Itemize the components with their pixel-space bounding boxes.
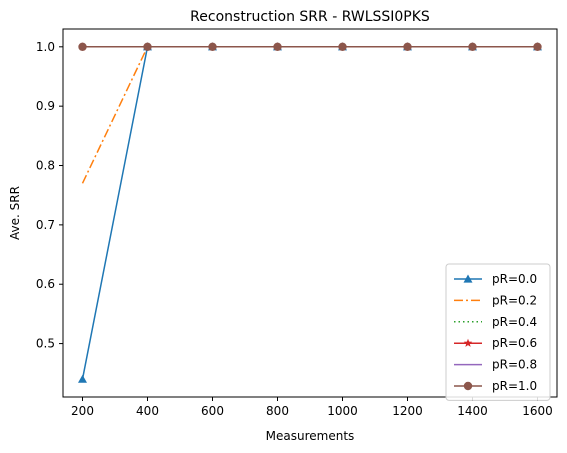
x-tick-label: 200: [71, 404, 94, 418]
y-tick-label: 0.7: [36, 218, 55, 232]
x-tick-label: 1200: [392, 404, 423, 418]
legend-item: pR=0.8: [454, 358, 537, 372]
data-point: [468, 42, 477, 52]
data-point: [143, 42, 152, 52]
plot-area: [78, 42, 542, 383]
y-tick-label: 0.9: [36, 99, 55, 113]
y-tick-label: 0.8: [36, 159, 55, 173]
legend-item: pR=1.0: [454, 379, 537, 393]
series-line: [81, 46, 538, 184]
legend-label: pR=1.0: [492, 379, 537, 393]
x-tick-label: 800: [266, 404, 289, 418]
y-axis-label: Ave. SRR: [8, 186, 22, 240]
legend-label: pR=0.4: [492, 315, 537, 329]
x-axis-ticks: 200 400 600 800 1000 1200 1400 1600: [71, 397, 553, 418]
legend-item: pR=0.0: [454, 272, 537, 286]
legend-label: pR=0.0: [492, 272, 537, 286]
x-tick-label: 1000: [327, 404, 358, 418]
x-tick-label: 1400: [457, 404, 488, 418]
data-point: [208, 42, 217, 52]
series-pR=1.0: [78, 42, 542, 52]
data-point: [533, 42, 542, 52]
legend-item: pR=0.6: [454, 336, 537, 350]
series-pR=0.2: [81, 46, 538, 184]
legend-item: pR=0.4: [454, 315, 537, 329]
legend-label: pR=0.2: [492, 293, 537, 307]
plot-frame: [62, 28, 558, 398]
chart-title: Reconstruction SRR - RWLSSI0PKS: [190, 9, 430, 25]
legend-marker: [463, 338, 473, 347]
y-axis-ticks: 0.5 0.6 0.7 0.8 0.9 1.0: [36, 40, 63, 351]
y-tick-label: 0.5: [36, 337, 55, 351]
data-point: [273, 42, 282, 52]
x-tick-label: 1600: [522, 404, 553, 418]
data-point: [78, 374, 87, 383]
y-tick-label: 0.6: [36, 277, 55, 291]
legend-marker: [463, 381, 473, 391]
legend-label: pR=0.6: [492, 336, 537, 350]
legend-label: pR=0.8: [492, 358, 537, 372]
data-point: [78, 42, 87, 52]
data-point: [338, 42, 347, 52]
legend: pR=0.0 pR=0.2 pR=0.4 pR=0.6 pR=0.8 pR=1.0: [445, 263, 551, 401]
legend-marker: [463, 274, 473, 283]
legend-box: [445, 263, 551, 401]
data-point: [403, 42, 412, 52]
x-tick-label: 400: [136, 404, 159, 418]
y-tick-label: 1.0: [36, 40, 55, 54]
x-tick-label: 600: [201, 404, 224, 418]
legend-item: pR=0.2: [454, 293, 537, 307]
x-axis-label: Measurements: [266, 429, 355, 443]
